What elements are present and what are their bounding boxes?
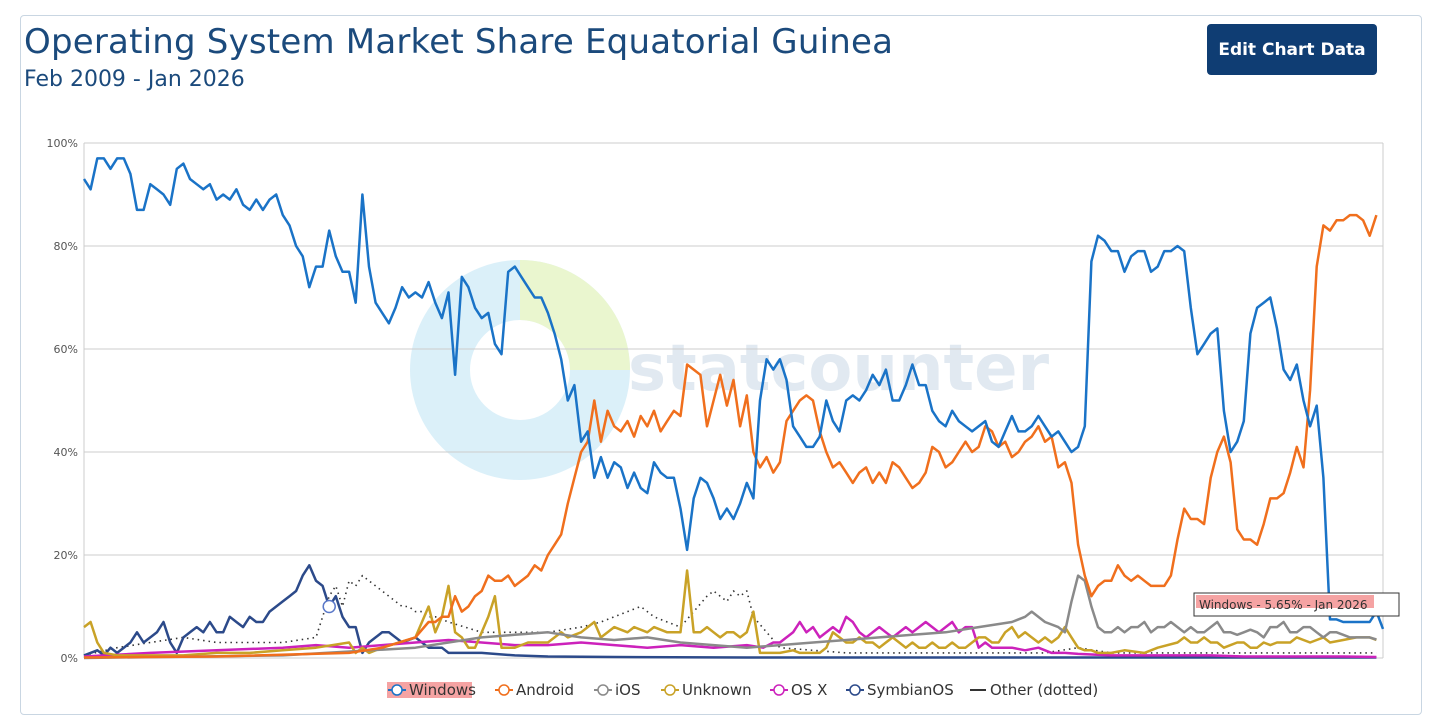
series-line-unknown: [83, 569, 1377, 657]
legend-label: iOS: [615, 681, 641, 699]
legend-item-unknown[interactable]: Unknown: [661, 681, 752, 699]
series-line-android: [83, 213, 1378, 659]
date-range-subtitle: Feb 2009 - Jan 2026: [24, 67, 245, 92]
statcounter-watermark: statcounter: [410, 260, 1050, 480]
series-line-other-dotted-: [83, 574, 1377, 657]
tooltip: Windows - 5.65% - Jan 2026: [1193, 592, 1400, 617]
legend-marker: [664, 684, 676, 696]
legend-item-android[interactable]: Android: [495, 681, 574, 699]
series-line-os-x: [83, 615, 1377, 659]
chart-card: [20, 15, 1422, 715]
legend-label: Windows: [409, 681, 476, 699]
legend-item-windows[interactable]: Windows: [387, 681, 476, 699]
legend-label: Android: [516, 681, 574, 699]
legend-label: Other (dotted): [990, 681, 1098, 699]
page-title: Operating System Market Share Equatorial…: [24, 22, 894, 62]
series-line-symbianos: [83, 564, 1377, 659]
y-tick-label: 60%: [54, 343, 78, 356]
chart-legend[interactable]: Windows Android iOS Unknown OS X SymbianOS Oth…: [387, 681, 1098, 699]
legend-item-symbianos[interactable]: SymbianOS: [846, 681, 954, 699]
legend-highlight: [387, 682, 472, 698]
tooltip-text: Windows - 5.65% - Jan 2026: [1199, 598, 1367, 612]
legend-marker: [849, 684, 861, 696]
legend-label: Unknown: [682, 681, 752, 699]
y-axis-labels: 0% 20% 40% 60% 80% 100%: [47, 137, 78, 665]
edit-chart-data-button[interactable]: Edit Chart Data: [1207, 24, 1377, 75]
y-tick-label: 20%: [54, 549, 78, 562]
y-tick-label: 80%: [54, 240, 78, 253]
legend-item-ios[interactable]: iOS: [594, 681, 641, 699]
legend-item-os-x[interactable]: OS X: [770, 681, 827, 699]
hover-point: [322, 599, 336, 614]
legend-marker: [773, 684, 785, 696]
y-tick-label: 100%: [47, 137, 78, 150]
legend-label: OS X: [791, 681, 827, 699]
y-tick-label: 40%: [54, 446, 78, 459]
series-line-windows: [82, 157, 1385, 630]
y-tick-label: 0%: [61, 652, 78, 665]
legend-item-other-dotted-[interactable]: Other (dotted): [970, 681, 1098, 699]
watermark-text: statcounter: [628, 332, 1050, 406]
series-line-ios: [83, 574, 1377, 660]
legend-marker: [391, 684, 403, 696]
series-lines: [82, 157, 1385, 660]
legend-marker: [597, 684, 609, 696]
legend-marker: [498, 684, 510, 696]
hover-marker: [322, 599, 336, 614]
legend-label: SymbianOS: [867, 681, 954, 699]
